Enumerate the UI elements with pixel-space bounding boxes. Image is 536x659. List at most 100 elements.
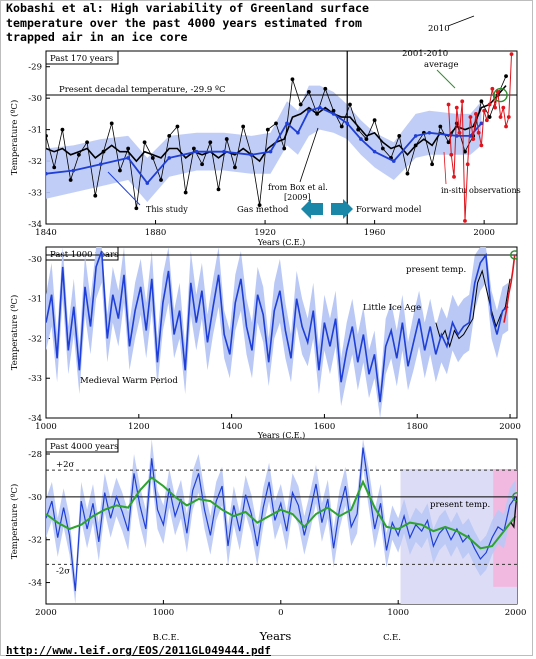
panel2-x-tick-label: 1000 — [35, 422, 57, 432]
panel1-observation-point — [509, 52, 514, 57]
panel1-box-point — [348, 102, 352, 107]
panel1-box-point — [142, 140, 147, 145]
panel1-study-point — [318, 105, 322, 110]
panel1-study-point — [331, 112, 336, 116]
panel1-forward-model-label: Forward model — [356, 205, 422, 215]
panel1-box-point — [315, 112, 319, 116]
panel1-box-point — [413, 143, 418, 148]
panel3-sigma-label: +2σ — [56, 460, 75, 470]
panel3-present-temp-label: present temp. — [430, 500, 490, 510]
panel1-y-tick-label: -33 — [28, 189, 42, 199]
panel2-x-tick-label: 1200 — [128, 422, 150, 432]
panel1-observation-point — [487, 102, 492, 107]
panel1-observation-point — [476, 130, 481, 135]
panel2-present-temp-label: present temp. — [406, 265, 466, 275]
panel1-observation-point — [490, 86, 495, 91]
panel3-panel-label: Past 4000 years — [45, 438, 119, 453]
panel1-year-2010-label: 2010 — [428, 24, 450, 34]
panel1-box-label-line1: from Box et al. — [268, 183, 328, 192]
panel1-observation-point — [506, 115, 511, 119]
panel1-box-point — [306, 89, 311, 94]
panel1-box-point — [331, 108, 336, 113]
panel1-box-point — [175, 124, 180, 129]
panel1-box-point — [504, 74, 508, 79]
panel2-panel-label: Past 1000 years — [45, 246, 119, 261]
panel2-series — [46, 247, 517, 418]
panel1-study-point — [345, 121, 350, 126]
panel1-gas-method-arrow — [301, 199, 323, 219]
panel1-box-point — [159, 178, 163, 182]
panel1-box-point — [257, 203, 262, 208]
panel1-observation-point — [501, 105, 506, 110]
panel2-y-tick-label: -31 — [28, 295, 42, 305]
panel3-x-tick-label: 2000 — [505, 608, 527, 618]
panel3-y-tick-label: -32 — [28, 536, 42, 546]
panel1-study-point — [268, 149, 273, 154]
panel1-in-situ-label: in-situ observations — [441, 186, 521, 195]
panel1-box-point — [405, 171, 410, 176]
panel1-box-point — [183, 190, 188, 195]
panel1-box-point — [380, 146, 385, 151]
panel3-x-tick-label: 2000 — [35, 608, 57, 618]
panel1-study-point — [427, 130, 432, 135]
panel1-box-point — [134, 206, 139, 211]
panel1-study-point — [296, 130, 300, 135]
panel1-observation-point — [493, 105, 497, 110]
panel1-observation-point — [484, 118, 489, 123]
panel3-axes: 2000 1000 0 1000 2000 -34 -32 -30 -28 Temperature… — [9, 438, 527, 643]
panel1-study-point — [126, 156, 130, 160]
panel3-panel-label-box — [45, 438, 119, 453]
panel3-x-axis-label: Years — [259, 629, 292, 643]
panel3-ce-label: C.E. — [383, 633, 401, 643]
panel2-x-tick-label: 1400 — [221, 422, 243, 432]
panel1-study-point — [71, 168, 76, 173]
panel1-box-point — [150, 156, 155, 160]
panel2-study-line — [46, 250, 509, 403]
panel1-box-point — [463, 149, 467, 154]
source-link[interactable]: http://www.leif.org/EOS/2011GL049444.pdf — [6, 644, 271, 657]
panel1-box-point — [487, 115, 492, 119]
panel1-box-label-line2: [2009] — [284, 193, 311, 202]
panel1-observation-point — [482, 108, 487, 113]
panel3-x-tick-label: 1000 — [387, 608, 409, 618]
panel1-study-point — [194, 149, 199, 154]
panel1-observation-point — [471, 137, 476, 141]
panel3-series — [46, 439, 517, 604]
panel1-y-tick-label: -29 — [28, 63, 42, 73]
panel2-y-tick-label: -30 — [28, 255, 42, 265]
panel1-box-point — [216, 187, 221, 192]
panel3-smoothed-line — [46, 476, 517, 550]
panel1-study-point — [98, 162, 103, 167]
panel1-x-tick-label: 1840 — [35, 228, 57, 238]
panel3-y-tick-label: -28 — [28, 450, 42, 460]
panel1-box-point — [290, 77, 295, 82]
panel1-observation-point — [446, 102, 451, 107]
panel3-y-tick-label: -30 — [28, 493, 42, 503]
panel1-observation-point — [479, 143, 484, 148]
panel1-study-point — [167, 156, 172, 160]
panel1-this-study-label: This study — [146, 205, 188, 214]
panel1-box-point — [323, 86, 328, 91]
panel1-observation-point — [474, 112, 478, 116]
panel1-box-point — [298, 102, 303, 107]
panel1-study-point — [145, 181, 150, 185]
panel1-box-point — [438, 124, 443, 129]
panel1-box-point — [126, 146, 131, 151]
panel1-observation-point — [498, 115, 503, 119]
panel1-box-point — [93, 193, 98, 198]
panel1-study-point — [372, 149, 377, 154]
panel1-panel-label-box — [45, 50, 119, 65]
panel2-y-tick-label: -32 — [28, 334, 42, 344]
panel1-x-tick-label: 2000 — [473, 228, 495, 238]
panel2-x-tick-label: 2000 — [499, 422, 521, 432]
panel2-y-axis-label: Temperature (ºC) — [9, 295, 20, 371]
panel1-box-point — [208, 140, 213, 145]
panel1-box-point — [446, 140, 451, 145]
panel1-box-point — [265, 127, 270, 132]
panel1-x-axis-label: Years (C.E.) — [257, 238, 306, 247]
panel1-average-label-line1: 2001-2010 — [402, 49, 448, 59]
panel1-box-point — [68, 178, 73, 182]
panel1-box-point — [76, 152, 81, 157]
